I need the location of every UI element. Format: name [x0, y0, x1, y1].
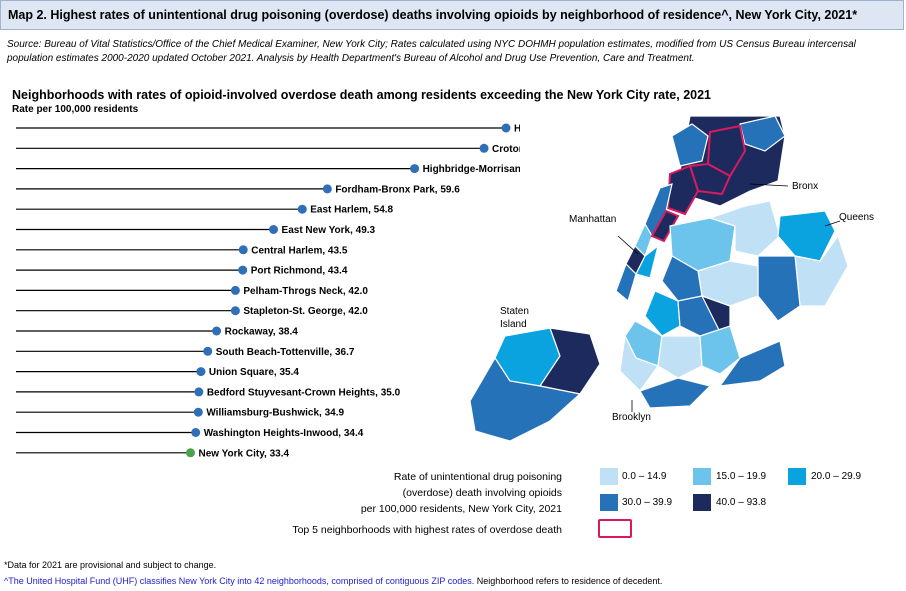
footnote-provisional: *Data for 2021 are provisional and subje… — [4, 560, 217, 570]
bronx-region — [666, 115, 786, 216]
data-label: Central Harlem, 43.5 — [251, 245, 348, 256]
data-point — [191, 428, 201, 437]
manhattan-label: Manhattan — [569, 214, 617, 225]
top5-outline-swatch — [598, 519, 632, 538]
data-point — [196, 367, 206, 377]
brooklyn-region — [619, 290, 786, 409]
legend-label-3: 30.0 – 39.9 — [622, 497, 673, 508]
data-point — [203, 346, 213, 356]
data-label: New York City, 33.4 — [198, 448, 289, 459]
data-label: Crotona-Tremont, 89.6 — [492, 144, 520, 155]
data-label: East Harlem, 54.8 — [310, 205, 393, 216]
data-point — [230, 306, 240, 316]
data-label: Fordham-Bronx Park, 59.6 — [335, 184, 460, 195]
staten-island-region — [469, 327, 601, 442]
data-point — [193, 407, 203, 417]
data-point — [501, 123, 511, 133]
nyc-neighborhood-map — [469, 115, 849, 442]
chart-title: Neighborhoods with rates of opioid-invol… — [12, 88, 711, 102]
data-point — [212, 326, 222, 336]
source-note: Source: Bureau of Vital Statistics/Offic… — [7, 39, 856, 64]
staten-island-label: Staten Island — [500, 306, 529, 330]
queens-label: Queens — [839, 212, 875, 223]
figure-title-bar: Map 2. Highest rates of unintentional dr… — [0, 0, 904, 30]
data-label: Bedford Stuyvesant-Crown Heights, 35.0 — [207, 387, 401, 398]
legend-swatch-0 — [600, 468, 618, 485]
data-label: Port Richmond, 43.4 — [251, 266, 348, 277]
lollipop-chart: Hunts Point-Mott Haven, 93.8 Crotona-Trem… — [16, 123, 520, 459]
manhattan-region — [615, 183, 680, 303]
legend-label-2: 20.0 – 29.9 — [811, 471, 862, 482]
legend-swatch-2 — [788, 468, 806, 485]
data-point — [194, 387, 204, 397]
data-point — [479, 143, 489, 153]
legend-caption-line1: Rate of unintentional drug poisoning — [393, 471, 562, 483]
legend-caption: Rate of unintentional drug poisoning (ov… — [300, 469, 562, 517]
data-label: Hunts Point-Mott Haven, 93.8 — [514, 124, 520, 135]
footnote-uhf-rest: Neighborhood refers to residence of dece… — [474, 576, 663, 586]
data-label: Rockaway, 38.4 — [225, 327, 299, 338]
data-point — [297, 204, 307, 214]
brooklyn-label: Brooklyn — [612, 412, 651, 423]
data-label: Washington Heights-Inwood, 34.4 — [204, 428, 364, 439]
data-label: South Beach-Tottenville, 36.7 — [216, 347, 355, 358]
data-label: Union Square, 35.4 — [209, 367, 299, 378]
legend-label-0: 0.0 – 14.9 — [622, 471, 667, 482]
data-point — [238, 265, 248, 275]
legend-swatch-1 — [693, 468, 711, 485]
data-point — [269, 225, 279, 234]
data-point — [238, 245, 248, 255]
data-label: Highbridge-Morrisania, 76.3 — [423, 164, 520, 175]
chart-subtitle: Rate per 100,000 residents — [12, 104, 139, 115]
data-label: East New York, 49.3 — [282, 225, 376, 236]
footnote-uhf: ^The United Hospital Fund (UHF) classifi… — [4, 576, 662, 586]
legend-label-4: 40.0 – 93.8 — [716, 497, 767, 508]
legend-caption-line2: (overdose) death involving opioids — [402, 487, 562, 499]
data-point — [230, 285, 240, 295]
data-label: Stapleton-St. George, 42.0 — [243, 306, 368, 317]
footnote-uhf-link[interactable]: ^The United Hospital Fund (UHF) classifi… — [4, 576, 475, 586]
legend-label-1: 15.0 – 19.9 — [716, 471, 767, 482]
legend-caption-line3: per 100,000 residents, New York City, 20… — [360, 503, 562, 515]
data-label: Pelham-Throgs Neck, 42.0 — [243, 286, 368, 297]
reference-point — [185, 448, 195, 458]
data-point — [410, 164, 420, 174]
data-label: Williamsburg-Bushwick, 34.9 — [206, 408, 344, 419]
bronx-label: Bronx — [792, 181, 819, 192]
legend-swatch-4 — [693, 494, 711, 511]
figure-title: Map 2. Highest rates of unintentional dr… — [8, 8, 858, 22]
legend-swatch-3 — [600, 494, 618, 511]
top5-caption: Top 5 neighborhoods with highest rates o… — [292, 524, 562, 536]
data-point — [322, 184, 332, 194]
